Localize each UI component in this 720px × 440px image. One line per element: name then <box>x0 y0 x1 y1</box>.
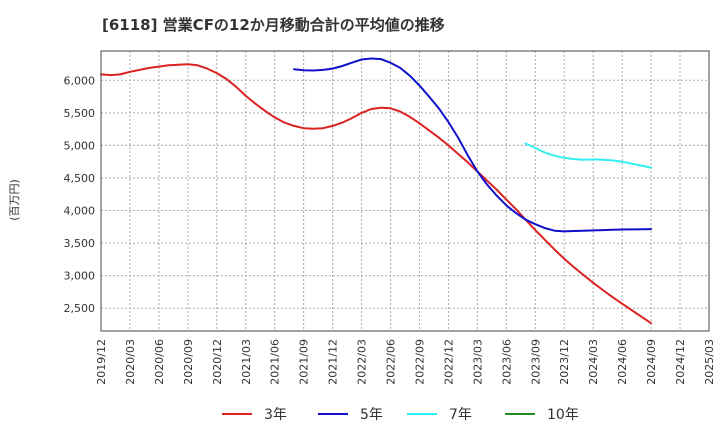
x-tick-label: 2022/06 <box>385 339 398 385</box>
y-tick-label: 6,000 <box>64 74 96 87</box>
legend: 3年 5年 7年 10年 <box>222 407 579 423</box>
x-tick-label: 2023/03 <box>471 339 484 385</box>
x-tick-label: 2024/12 <box>674 339 687 385</box>
plot-frame <box>100 50 710 332</box>
x-tick-label: 2023/09 <box>529 339 542 385</box>
y-axis-label: (百万円) <box>8 179 21 221</box>
x-tick-label: 2020/09 <box>182 339 195 385</box>
x-tick-layer: 2019/12 2020/03 2020/06 2020/09 2020/12 2021/… <box>95 339 716 385</box>
x-tick-label: 2020/12 <box>211 339 224 385</box>
y-tick-label: 2,500 <box>64 302 96 315</box>
series-line-2 <box>524 142 653 169</box>
x-tick-label: 2021/12 <box>327 339 340 385</box>
x-tick-label: 2022/12 <box>442 339 455 385</box>
y-tick-label: 4,500 <box>64 172 96 185</box>
y-tick-label: 3,500 <box>64 237 96 250</box>
x-tick-label: 2019/12 <box>95 339 108 385</box>
x-tick-label: 2024/03 <box>587 339 600 385</box>
x-tick-label: 2024/06 <box>616 339 629 385</box>
series-line-1 <box>293 57 653 233</box>
x-tick-label: 2022/09 <box>413 339 426 385</box>
series-layer <box>100 57 653 325</box>
x-tick-label: 2021/06 <box>269 339 282 385</box>
chart-title: [6118] 営業CFの12か月移動合計の平均値の推移 <box>102 16 445 34</box>
x-tick-label: 2022/03 <box>356 339 369 385</box>
legend-label: 10年 <box>547 407 579 423</box>
series-line-0 <box>100 63 653 325</box>
x-tick-label: 2021/09 <box>298 339 311 385</box>
x-tick-label: 2023/06 <box>500 339 513 385</box>
legend-label: 7年 <box>449 407 472 423</box>
x-tick-label: 2021/03 <box>240 339 253 385</box>
x-tick-label: 2025/03 <box>703 339 716 385</box>
y-tick-layer: 2,500 3,000 3,500 4,000 4,500 5,000 5,500 6,000 <box>64 74 96 315</box>
x-tick-label: 2023/12 <box>558 339 571 385</box>
legend-label: 5年 <box>360 407 383 423</box>
y-tick-label: 3,000 <box>64 270 96 283</box>
y-tick-label: 5,000 <box>64 139 96 152</box>
x-tick-label: 2020/03 <box>124 339 137 385</box>
x-tick-label: 2020/06 <box>153 339 166 385</box>
legend-label: 3年 <box>264 407 287 423</box>
y-tick-label: 4,000 <box>64 205 96 218</box>
x-tick-label: 2024/09 <box>645 339 658 385</box>
grid-layer <box>101 51 709 331</box>
y-tick-label: 5,500 <box>64 107 96 120</box>
